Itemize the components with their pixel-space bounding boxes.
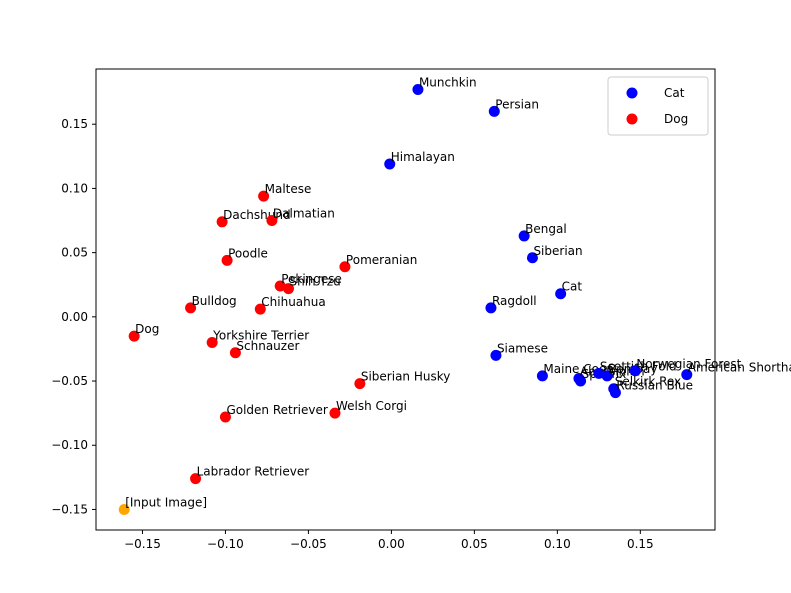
point-label: Siberian xyxy=(533,244,582,258)
y-tick-label: 0.00 xyxy=(61,310,88,324)
point-cat xyxy=(518,230,530,242)
point-label: American Shorthair xyxy=(688,361,791,375)
point-dog xyxy=(283,283,295,295)
point-label: Chihuahua xyxy=(261,295,325,309)
x-tick-label: −0.10 xyxy=(207,537,244,551)
point-label: Bulldog xyxy=(192,294,237,308)
point-label: Munchkin xyxy=(419,76,477,90)
point-cat xyxy=(681,369,693,381)
point-label: Schnauzer xyxy=(236,339,299,353)
point-label: Maltese xyxy=(265,182,312,196)
point-cat xyxy=(536,370,548,382)
point-label: Shih Tzu xyxy=(290,275,341,289)
point-label: Yorkshire Terrier xyxy=(212,329,309,343)
point-dog xyxy=(229,347,241,359)
point-label: Russian Blue xyxy=(616,379,693,393)
point-cat xyxy=(384,158,396,170)
x-tick-label: −0.05 xyxy=(290,537,327,551)
point-dog xyxy=(329,407,341,419)
x-tick-label: 0.05 xyxy=(461,537,488,551)
point-cat xyxy=(490,349,502,361)
point-label: Selkirk Rex xyxy=(615,375,681,389)
point-label: Persian xyxy=(495,97,539,111)
point-dog xyxy=(206,337,218,349)
point-dog xyxy=(190,473,202,485)
point-cat xyxy=(488,105,500,117)
x-tick-label: 0.15 xyxy=(627,537,654,551)
y-tick-label: −0.10 xyxy=(51,438,88,452)
point-cat xyxy=(629,365,641,377)
legend-label: Cat xyxy=(664,86,685,100)
plot-area: Munchkin Persian Himalayan Bengal Siberian Ca… xyxy=(118,76,791,515)
point-dog xyxy=(254,303,266,315)
point-cat xyxy=(609,387,621,399)
axes: −0.15 −0.10 −0.05 0.00 0.05 0.10 0.15 0.15 0.10 0… xyxy=(51,68,716,551)
point-cat xyxy=(575,375,587,387)
point-dog xyxy=(266,215,278,227)
y-tick-label: 0.05 xyxy=(61,246,88,260)
point-input xyxy=(118,503,130,515)
point-label: Golden Retriever xyxy=(226,403,327,417)
point-cat xyxy=(412,84,424,96)
point-label: Siberian Husky xyxy=(361,370,451,384)
point-label: Welsh Corgi xyxy=(336,399,407,413)
point-dog xyxy=(354,378,366,390)
point-label: Siamese xyxy=(497,341,548,355)
point-cat xyxy=(526,252,538,264)
point-cat xyxy=(555,288,567,300)
legend-marker xyxy=(626,113,638,125)
point-dog xyxy=(185,302,197,314)
legend: Cat Dog xyxy=(607,76,709,136)
point-label: Poodle xyxy=(228,246,268,260)
point-label: Himalayan xyxy=(391,150,455,164)
point-label: Labrador Retriever xyxy=(197,465,310,479)
legend-box xyxy=(607,76,709,136)
legend-marker xyxy=(626,87,638,99)
point-dog xyxy=(221,254,233,266)
point-label: Pekingese xyxy=(281,272,342,286)
point-cat xyxy=(601,370,613,382)
point-dog xyxy=(274,280,286,292)
point-dog xyxy=(258,190,270,202)
point-cat xyxy=(593,367,605,379)
x-tick-label: 0.10 xyxy=(544,537,571,551)
point-label: Pomeranian xyxy=(346,253,417,267)
y-tick-label: 0.10 xyxy=(61,181,88,195)
point-dog xyxy=(339,261,351,273)
y-tick-label: 0.15 xyxy=(61,117,88,131)
y-tick-label: −0.05 xyxy=(51,374,88,388)
point-dog xyxy=(216,216,228,228)
legend-label: Dog xyxy=(664,112,688,126)
point-dog xyxy=(128,330,140,342)
point-label: [Input Image] xyxy=(125,495,207,509)
axes-frame xyxy=(95,68,716,531)
point-dog xyxy=(219,411,231,423)
x-tick-label: 0.00 xyxy=(378,537,405,551)
point-label: Bengal xyxy=(525,222,567,236)
point-label: Dalmatian xyxy=(273,207,335,221)
point-label: Cat xyxy=(562,280,583,294)
y-tick-label: −0.15 xyxy=(51,502,88,516)
point-label: Dog xyxy=(135,322,159,336)
point-label: Ragdoll xyxy=(492,294,537,308)
x-tick-label: −0.15 xyxy=(124,537,161,551)
point-cat xyxy=(485,302,497,314)
